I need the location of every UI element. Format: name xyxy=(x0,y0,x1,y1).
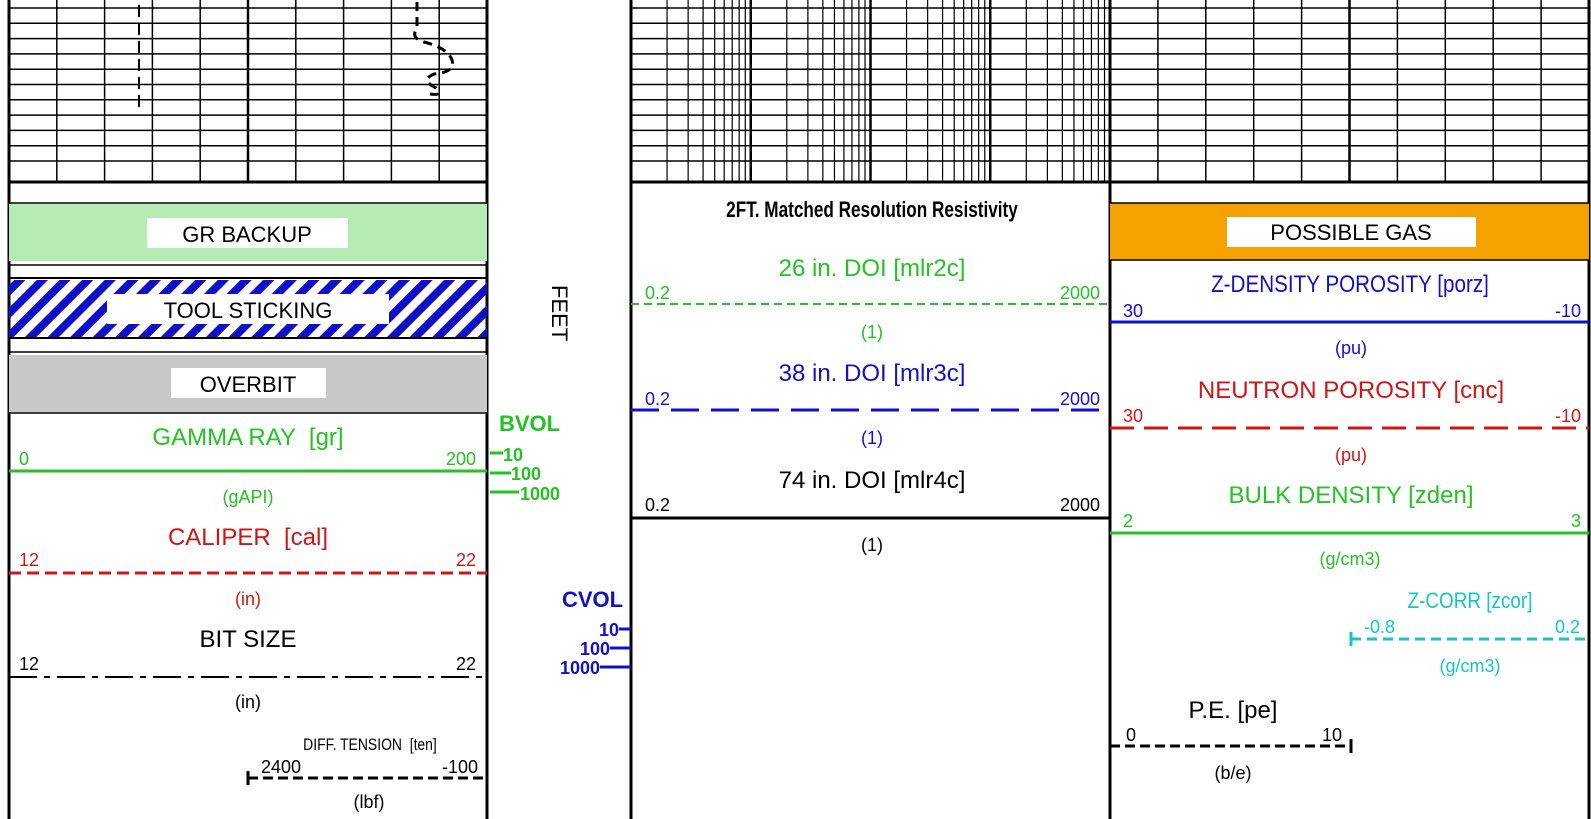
mlr3c-min: 0.2 xyxy=(645,389,670,409)
bvol-tick-1000: 1000 xyxy=(520,484,560,504)
tool-sticking-label: TOOL STICKING xyxy=(164,298,333,323)
mlr3c-curve-header: 38 in. DOI [mlr3c] 0.2 2000 (1) xyxy=(631,360,1110,448)
zcor-max: 0.2 xyxy=(1555,617,1580,637)
cnc-title: NEUTRON POROSITY [cnc] xyxy=(1198,377,1504,404)
caliper-title: CALIPER [cal] xyxy=(168,524,328,551)
porz-title: Z-DENSITY POROSITY [porz] xyxy=(1211,271,1489,298)
caliper-curve-header: CALIPER [cal] 12 22 (in) xyxy=(9,524,487,609)
cvol-tick-10: 10 xyxy=(599,620,619,640)
pe-unit: (b/e) xyxy=(1214,763,1251,783)
mlr2c-curve-header: 26 in. DOI [mlr2c] 0.2 2000 (1) xyxy=(631,255,1110,342)
zden-unit: (g/cm3) xyxy=(1319,549,1380,569)
zcor-unit: (g/cm3) xyxy=(1439,656,1500,676)
possible-gas-label: POSSIBLE GAS xyxy=(1270,220,1431,245)
pe-max: 10 xyxy=(1322,725,1342,745)
gamma-ray-min: 0 xyxy=(19,449,29,469)
cvol-title: CVOL xyxy=(562,587,623,612)
depth-unit-label: FEET xyxy=(547,285,572,341)
pe-curve-header: P.E. [pe] 0 10 (b/e) xyxy=(1110,697,1353,783)
porz-unit: (pu) xyxy=(1335,338,1367,358)
cnc-min: 30 xyxy=(1123,406,1143,426)
caliper-min: 12 xyxy=(19,550,39,570)
bit-size-title: BIT SIZE xyxy=(200,626,297,653)
log-grid-area xyxy=(9,0,1589,182)
left-track-legend: GR BACKUP TOOL STICKING OVERBIT xyxy=(9,204,487,414)
cnc-unit: (pu) xyxy=(1335,445,1367,465)
overbit-label: OVERBIT xyxy=(200,372,297,397)
mlr4c-min: 0.2 xyxy=(645,495,670,515)
diff-tension-max: -100 xyxy=(442,757,478,777)
cvol-tick-1000: 1000 xyxy=(560,658,600,678)
gamma-ray-curve-header: GAMMA RAY [gr] 0 200 (gAPI) xyxy=(9,424,487,507)
bvol-tick-100: 100 xyxy=(511,464,541,484)
zden-curve-header: BULK DENSITY [zden] 2 3 (g/cm3) xyxy=(1110,482,1589,569)
cvol-scale: CVOL 10 100 1000 xyxy=(560,587,631,678)
resistivity-track-title: 2FT. Matched Resolution Resistivity xyxy=(726,198,1018,223)
porz-curve-header: Z-DENSITY POROSITY [porz] 30 -10 (pu) xyxy=(1110,271,1589,358)
mlr4c-max: 2000 xyxy=(1060,495,1100,515)
pe-title: P.E. [pe] xyxy=(1189,697,1278,724)
zden-title: BULK DENSITY [zden] xyxy=(1229,482,1474,509)
mlr2c-max: 2000 xyxy=(1060,283,1100,303)
mlr2c-title: 26 in. DOI [mlr2c] xyxy=(779,255,966,282)
bvol-title: BVOL xyxy=(499,411,560,436)
mlr2c-unit: (1) xyxy=(861,322,883,342)
porosity-track-header: POSSIBLE GAS Z-DENSITY POROSITY [porz] 3… xyxy=(1110,202,1589,783)
cnc-curve-header: NEUTRON POROSITY [cnc] 30 -10 (pu) xyxy=(1110,377,1589,465)
diff-tension-unit: (lbf) xyxy=(354,792,385,812)
depth-track: FEET BVOL 10 100 1000 CVOL 10 100 1000 xyxy=(490,285,631,678)
gamma-ray-unit: (gAPI) xyxy=(222,487,273,507)
zcor-curve-header: Z-CORR [zcor] -0.8 0.2 (g/cm3) xyxy=(1349,589,1589,676)
mlr4c-unit: (1) xyxy=(861,535,883,555)
bit-size-min: 12 xyxy=(19,654,39,674)
gamma-ray-title: GAMMA RAY [gr] xyxy=(152,424,343,451)
bvol-tick-10: 10 xyxy=(503,445,523,465)
caliper-grid-trace xyxy=(413,2,455,96)
mlr4c-title: 74 in. DOI [mlr4c] xyxy=(779,467,966,494)
mlr3c-max: 2000 xyxy=(1060,389,1100,409)
diff-tension-curve-header: DIFF. TENSION [ten] 2400 -100 (lbf) xyxy=(246,736,487,812)
diff-tension-title: DIFF. TENSION [ten] xyxy=(303,736,437,755)
cvol-tick-100: 100 xyxy=(580,639,610,659)
porz-min: 30 xyxy=(1123,301,1143,321)
resistivity-track-header: 2FT. Matched Resolution Resistivity 26 i… xyxy=(631,198,1110,555)
zden-max: 3 xyxy=(1571,511,1581,531)
caliper-unit: (in) xyxy=(235,589,261,609)
bit-size-max: 22 xyxy=(456,654,476,674)
bit-size-curve-header: BIT SIZE 12 22 (in) xyxy=(9,626,487,712)
zden-min: 2 xyxy=(1123,511,1133,531)
caliper-max: 22 xyxy=(456,550,476,570)
mlr3c-title: 38 in. DOI [mlr3c] xyxy=(779,360,966,387)
porz-max: -10 xyxy=(1555,301,1581,321)
mlr3c-unit: (1) xyxy=(861,428,883,448)
zcor-title: Z-CORR [zcor] xyxy=(1408,589,1533,614)
mlr2c-min: 0.2 xyxy=(645,283,670,303)
gamma-ray-max: 200 xyxy=(446,449,476,469)
bit-size-unit: (in) xyxy=(235,692,261,712)
cnc-max: -10 xyxy=(1555,406,1581,426)
pe-min: 0 xyxy=(1126,725,1136,745)
mlr4c-curve-header: 74 in. DOI [mlr4c] 0.2 2000 (1) xyxy=(631,467,1110,555)
diff-tension-min: 2400 xyxy=(261,757,301,777)
zcor-min: -0.8 xyxy=(1364,617,1395,637)
bvol-scale: BVOL 10 100 1000 xyxy=(490,411,560,504)
gr-backup-label: GR BACKUP xyxy=(182,222,312,247)
